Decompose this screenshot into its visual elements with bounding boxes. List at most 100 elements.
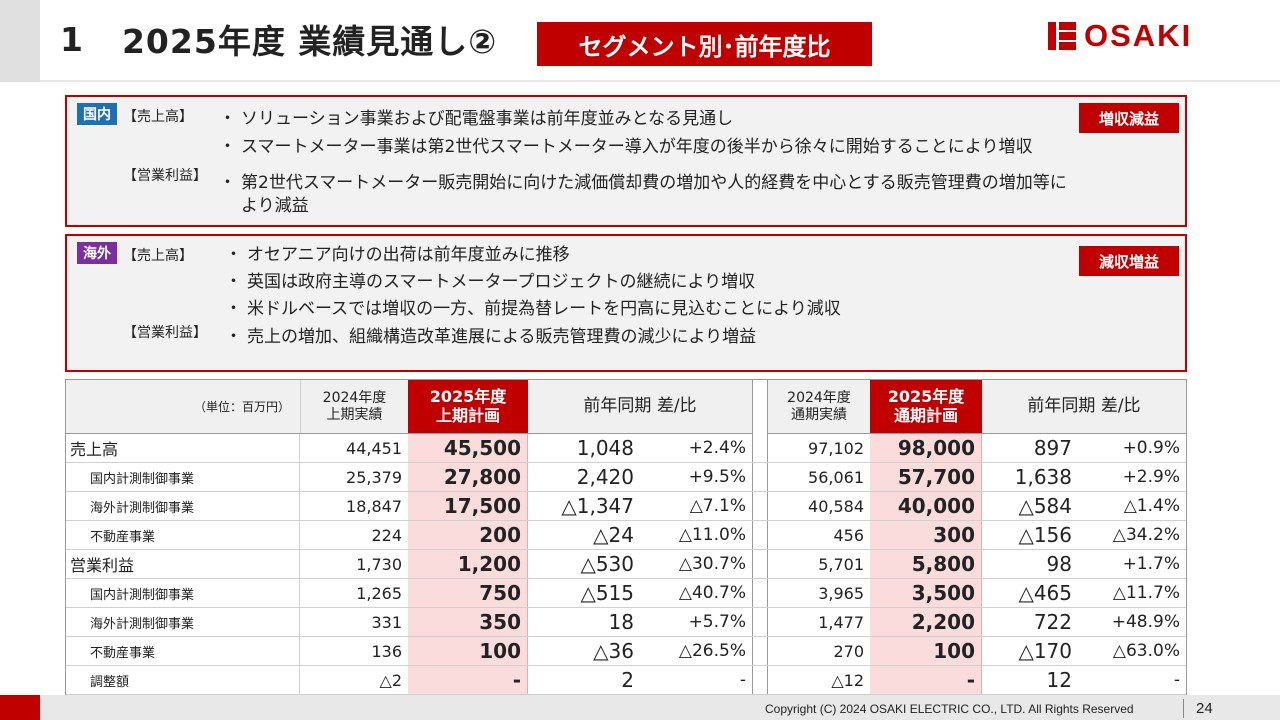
- table-cell: △156: [1018, 523, 1072, 547]
- table-cell: △30.7%: [678, 554, 746, 574]
- header-2025-fy-plan: 2025年度 通期計画: [870, 380, 982, 433]
- table-cell: 1,477: [818, 612, 864, 632]
- overseas-sales-item: ・英国は政府主導のスマートメータープロジェクトの継続により増収: [225, 272, 756, 292]
- table-row: 売上高 44,451 45,500 1,048 +2.4% 97,102 98,000 897…: [66, 434, 1186, 463]
- segment-tag: セグメント別･前年度比: [537, 22, 872, 66]
- table-cell: △34.2%: [1112, 525, 1180, 545]
- table-cell: △36: [593, 639, 634, 663]
- segment-results-table: （単位：百万円） 2024年度 上期実績 2025年度 上期計画 前年同期 差/比 …: [65, 379, 1187, 696]
- row-label: 海外計測制御事業: [66, 492, 300, 520]
- row-label: 売上高: [66, 434, 300, 462]
- table-cell: 300: [870, 521, 982, 549]
- table-row: 国内計測制御事業 25,379 27,800 2,420 +9.5% 56,061 57,7…: [66, 463, 1186, 492]
- header-2024-fy-actual: 2024年度 通期実績: [768, 380, 870, 433]
- osaki-logo: OSAKI: [1048, 18, 1192, 54]
- table-cell: 100: [870, 637, 982, 665]
- table-cell: 45,500: [408, 434, 528, 462]
- table-cell: +2.9%: [1122, 467, 1180, 487]
- footer-divider: [1183, 699, 1184, 718]
- table-cell: 17,500: [408, 492, 528, 520]
- domestic-sales-item: ・スマートメーター事業は第2世代スマートメーター導入が年度の後半から徐々に開始す…: [219, 137, 1033, 157]
- table-cell: △11.7%: [1112, 583, 1180, 603]
- table-cell: +5.7%: [688, 612, 746, 632]
- header-fy-diff: 前年同期 差/比: [982, 380, 1186, 433]
- table-cell: -: [739, 670, 746, 690]
- table-cell: △2: [379, 670, 402, 690]
- table-cell: 100: [408, 637, 528, 665]
- table-cell: 722: [1033, 610, 1072, 634]
- row-label: 調整額: [66, 666, 300, 694]
- header-h1-diff: 前年同期 差/比: [528, 380, 752, 433]
- table-cell: 1,200: [408, 550, 528, 578]
- table-cell: △1.4%: [1123, 496, 1180, 516]
- table-cell: +2.4%: [688, 438, 746, 458]
- table-cell: 456: [833, 525, 864, 545]
- table-cell: 44,451: [346, 438, 402, 458]
- domestic-sales-item: ・ソリューション事業および配電盤事業は前年度並みとなる見通し: [219, 109, 734, 129]
- domestic-region-label: 国内: [77, 103, 117, 125]
- page-number: 24: [1196, 700, 1213, 717]
- copyright-text: Copyright (C) 2024 OSAKI ELECTRIC CO., L…: [765, 702, 1134, 716]
- table-cell: 12: [1046, 668, 1072, 692]
- table-row: 調整額 △2-2- △12-12-: [66, 666, 1186, 695]
- table-cell: 18: [608, 610, 634, 634]
- table-column-gap: [752, 380, 768, 696]
- table-cell: +1.7%: [1122, 554, 1180, 574]
- footer-bar: [40, 695, 1280, 720]
- table-cell: 98,000: [870, 434, 982, 462]
- header-2025-h1-plan: 2025年度 上期計画: [408, 380, 528, 433]
- table-cell: 331: [371, 612, 402, 632]
- overseas-sales-item: ・オセアニア向けの出荷は前年度並みに推移: [225, 245, 570, 265]
- unit-label: （単位：百万円）: [66, 380, 300, 433]
- table-header-row: （単位：百万円） 2024年度 上期実績 2025年度 上期計画 前年同期 差/比 …: [66, 380, 1186, 434]
- row-label: 不動産事業: [66, 521, 300, 549]
- table-cell: △530: [580, 552, 634, 576]
- table-cell: △170: [1018, 639, 1072, 663]
- table-cell: 270: [833, 641, 864, 661]
- footer-accent: [0, 695, 40, 720]
- row-label: 不動産事業: [66, 637, 300, 665]
- row-label: 海外計測制御事業: [66, 608, 300, 636]
- table-cell: 97,102: [808, 438, 864, 458]
- table-cell: +48.9%: [1111, 612, 1180, 632]
- domestic-profit-item: ・第2世代スマートメーター販売開始に向けた減価償却費の増加や人的経費を中心とする…: [219, 173, 1067, 193]
- title-text: 2025年度 業績見通し②: [121, 22, 498, 61]
- table-row: 海外計測制御事業 331 350 18 +5.7% 1,477 2,200 722 +48.9%: [66, 608, 1186, 637]
- table-cell: 2,420: [576, 465, 634, 489]
- section-number: 1: [60, 19, 84, 59]
- table-cell: -: [1173, 670, 1180, 690]
- table-cell: 350: [408, 608, 528, 636]
- table-cell: 2: [621, 668, 634, 692]
- table-row: 営業利益 1,730 1,200 △530 △30.7% 5,701 5,800 98 +1.7…: [66, 550, 1186, 579]
- table-cell: △26.5%: [678, 641, 746, 661]
- overseas-region-label: 海外: [77, 242, 117, 264]
- table-cell: 25,379: [346, 467, 402, 487]
- table-cell: -: [408, 666, 528, 694]
- table-cell: 3,965: [818, 583, 864, 603]
- row-label: 国内計測制御事業: [66, 463, 300, 491]
- table-cell: 2,200: [870, 608, 982, 636]
- table-cell: 5,701: [818, 554, 864, 574]
- table-cell: -: [870, 666, 982, 694]
- table-cell: △24: [593, 523, 634, 547]
- table-cell: 18,847: [346, 496, 402, 516]
- overseas-profit-label: 【営業利益】: [123, 325, 207, 341]
- table-cell: 1,638: [1014, 465, 1072, 489]
- table-row: 不動産事業 136 100 △36 △26.5% 270 100 △170 △63.0%: [66, 637, 1186, 666]
- table-cell: 200: [408, 521, 528, 549]
- table-cell: 40,000: [870, 492, 982, 520]
- table-cell: 1,730: [356, 554, 402, 574]
- table-cell: △7.1%: [689, 496, 746, 516]
- header-divider: [40, 80, 1280, 82]
- table-cell: +9.5%: [688, 467, 746, 487]
- header-2024-h1-actual: 2024年度 上期実績: [300, 380, 408, 433]
- table-cell: △63.0%: [1112, 641, 1180, 661]
- table-cell: △465: [1018, 581, 1072, 605]
- domestic-sales-label: 【売上高】: [123, 109, 193, 125]
- header-accent-bar: [0, 0, 40, 82]
- logo-mark-icon: [1048, 22, 1076, 50]
- table-cell: 40,584: [808, 496, 864, 516]
- domestic-profit-label: 【営業利益】: [123, 168, 207, 184]
- overseas-profit-item: ・売上の増加、組織構造改革進展による販売管理費の減少により増益: [225, 327, 757, 347]
- table-cell: △40.7%: [678, 583, 746, 603]
